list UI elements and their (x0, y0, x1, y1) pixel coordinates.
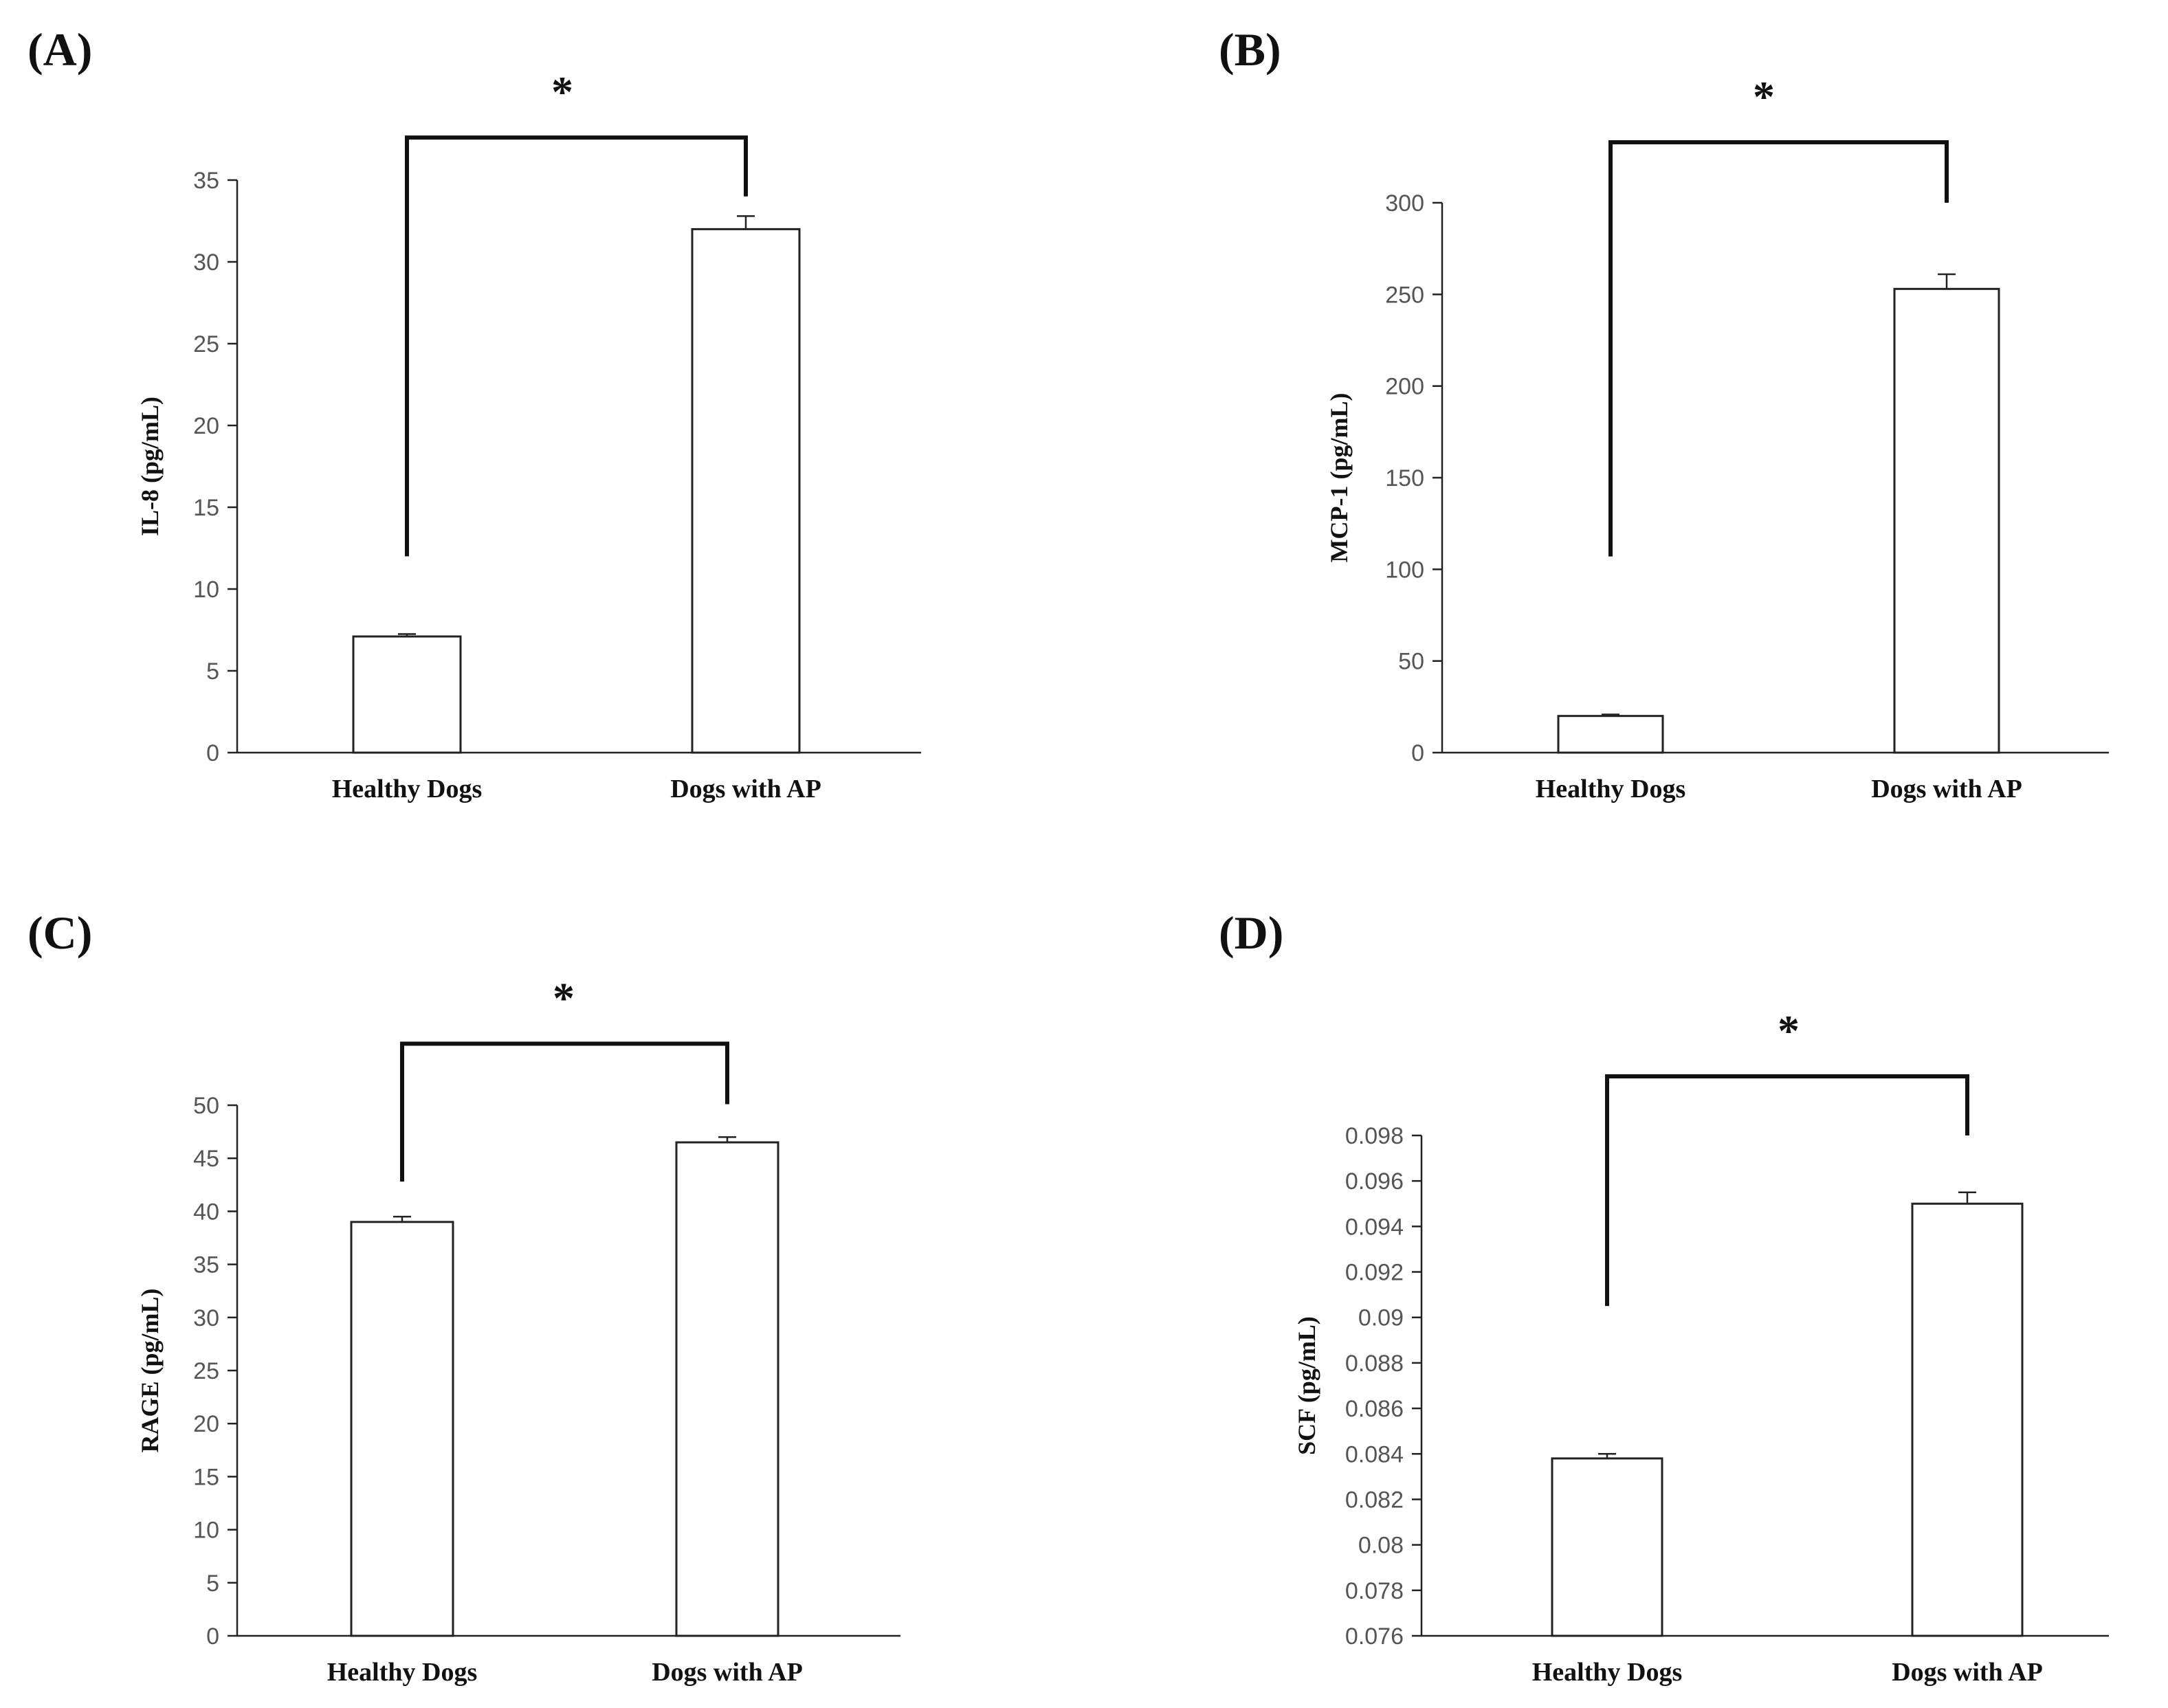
chart-2-category-label: Dogs with AP (652, 1658, 803, 1687)
chart-3-y-tick-label: 0.076 (1345, 1623, 1404, 1650)
chart-1-y-tick-label: 50 (1398, 649, 1424, 675)
chart-3-y-tick-label: 0.082 (1345, 1487, 1404, 1513)
chart-0-bar-healthy-dogs (352, 635, 462, 754)
chart-3-y-tick-label: 0.094 (1345, 1214, 1404, 1240)
chart-2-y-tick-label: 10 (193, 1518, 219, 1544)
chart-0-y-tick-label: 15 (193, 495, 219, 521)
chart-0-y-tick-label: 5 (206, 658, 219, 685)
chart-3-significance-bracket (1605, 1074, 1969, 1307)
chart-1-y-axis-title: MCP-1 (pg/mL) (1325, 393, 1353, 563)
chart-1-y-tick-label: 150 (1385, 465, 1424, 491)
chart-2-y-tick-label: 30 (193, 1305, 219, 1331)
chart-3-bar-dogs-with-ap (1911, 1202, 2024, 1637)
chart-1-bar-healthy-dogs (1557, 715, 1664, 754)
chart-1-y-tick-label: 200 (1385, 374, 1424, 400)
chart-3-panel-label: (D) (1219, 907, 1283, 959)
chart-1-y-tick-label: 250 (1385, 282, 1424, 308)
chart-2-category-label: Healthy Dogs (327, 1658, 478, 1687)
chart-2-y-tick-label: 45 (193, 1146, 219, 1172)
chart-3-bar-healthy-dogs (1551, 1457, 1663, 1637)
chart-0-y-tick-label: 35 (193, 168, 219, 194)
chart-0-y-tick-label: 25 (193, 331, 219, 357)
chart-1-significance-mark: * (1753, 72, 1775, 121)
chart-3-significance-mark: * (1778, 1006, 1800, 1055)
chart-3-y-tick-label: 0.088 (1345, 1351, 1404, 1377)
chart-1-bar-dogs-with-ap (1893, 287, 2000, 754)
chart-0-panel-label: (A) (27, 23, 92, 76)
chart-2-y-tick-label: 40 (193, 1199, 219, 1225)
chart-1-y-tick-label: 0 (1411, 740, 1424, 766)
chart-3-category-label: Healthy Dogs (1532, 1658, 1683, 1687)
chart-1-category-label: Healthy Dogs (1536, 775, 1686, 803)
chart-0-y-tick-label: 10 (193, 577, 219, 603)
chart-3-category-label: Dogs with AP (1892, 1658, 2043, 1687)
chart-0-bar-dogs-with-ap (691, 228, 801, 754)
chart-1-y-tick-label: 300 (1385, 190, 1424, 217)
chart-2-y-tick-label: 35 (193, 1252, 219, 1278)
chart-2-y-tick-label: 5 (206, 1571, 219, 1597)
chart-0-y-tick-label: 30 (193, 249, 219, 276)
chart-3-y-tick-label: 0.084 (1345, 1441, 1404, 1467)
chart-0-significance-bracket (405, 135, 748, 557)
chart-3-y-tick-label: 0.09 (1358, 1305, 1404, 1331)
chart-1-significance-bracket (1608, 140, 1949, 557)
chart-2-y-axis-title: RAGE (pg/mL) (136, 1288, 164, 1452)
chart-0-significance-mark: * (551, 67, 573, 116)
chart-0-y-tick-label: 20 (193, 413, 219, 439)
chart-0-y-tick-label: 0 (206, 740, 219, 766)
chart-0-category-label: Healthy Dogs (332, 775, 483, 803)
chart-1-y-tick-label: 100 (1385, 557, 1424, 583)
chart-1-category-label: Dogs with AP (1871, 775, 2022, 803)
chart-2-y-tick-label: 50 (193, 1093, 219, 1119)
chart-2-y-tick-label: 25 (193, 1358, 219, 1384)
chart-2-y-tick-label: 0 (206, 1623, 219, 1650)
chart-3-y-tick-label: 0.098 (1345, 1123, 1404, 1149)
chart-2-panel-label: (C) (27, 907, 92, 959)
chart-2-bar-healthy-dogs (350, 1221, 454, 1637)
chart-3-y-tick-label: 0.078 (1345, 1578, 1404, 1604)
chart-0-category-label: Dogs with AP (670, 775, 821, 803)
chart-2-bar-dogs-with-ap (675, 1141, 779, 1637)
chart-0-y-axis-title: IL-8 (pg/mL) (136, 397, 164, 536)
chart-2-significance-mark: * (553, 973, 575, 1022)
chart-2-y-tick-label: 15 (193, 1464, 219, 1490)
chart-3-y-tick-label: 0.08 (1358, 1533, 1404, 1559)
chart-2-significance-bracket (400, 1041, 729, 1182)
chart-3-y-tick-label: 0.086 (1345, 1396, 1404, 1422)
chart-3-y-tick-label: 0.096 (1345, 1168, 1404, 1195)
chart-2-y-tick-label: 20 (193, 1411, 219, 1437)
chart-1-panel-label: (B) (1219, 23, 1281, 76)
chart-3-y-axis-title: SCF (pg/mL) (1293, 1316, 1320, 1455)
chart-3-y-tick-label: 0.092 (1345, 1260, 1404, 1286)
